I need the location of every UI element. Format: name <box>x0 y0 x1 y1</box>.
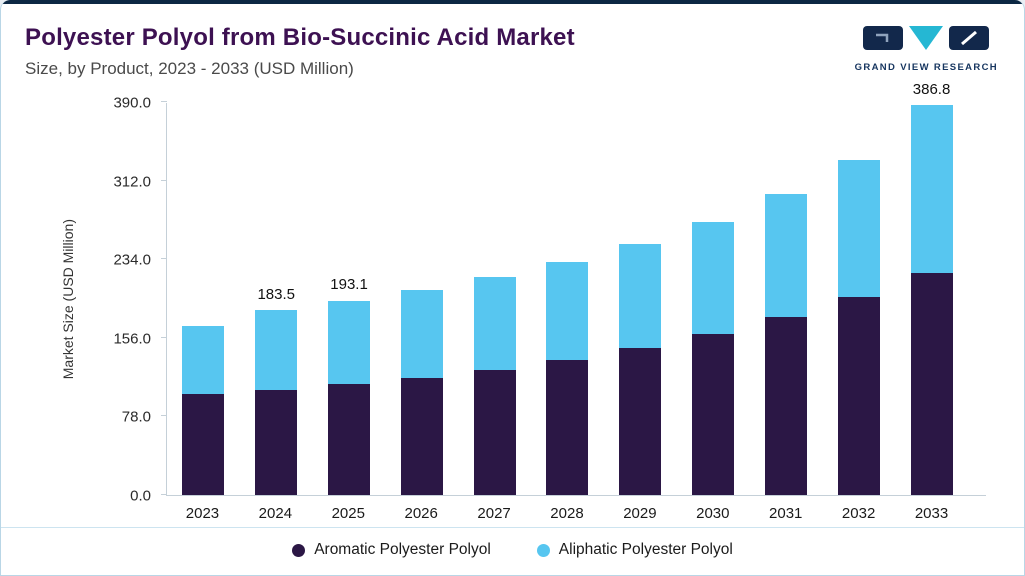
y-tick-label: 78.0 <box>121 408 151 426</box>
x-tick-label-2025: 2025 <box>331 505 365 522</box>
bar-slot-2031 <box>750 103 823 495</box>
stacked-bar-2028 <box>546 262 589 495</box>
bar-segment-aliphatic-2029 <box>619 244 662 348</box>
bar-segment-aliphatic-2025 <box>328 300 371 385</box>
stacked-bar-2031 <box>764 193 807 495</box>
chart-legend: Aromatic Polyester Polyol Aliphatic Polye… <box>1 533 1024 567</box>
bar-segment-aliphatic-2023 <box>182 325 225 395</box>
bar-segment-aliphatic-2027 <box>473 277 516 370</box>
legend-item: Aliphatic Polyester Polyol <box>536 541 733 559</box>
x-tick-label-2031: 2031 <box>769 505 803 522</box>
bar-segment-aromatic-2026 <box>400 378 443 495</box>
bar-segment-aliphatic-2028 <box>546 262 589 360</box>
bar-segment-aromatic-2030 <box>692 333 735 495</box>
plot-area: 183.5 193.1 386.8 <box>161 81 986 496</box>
bar-slot-2027 <box>458 103 531 495</box>
y-axis: 0.0 78.0 156.0 234.0 312.0 390.0 <box>61 95 161 505</box>
stacked-bar-2030 <box>692 221 735 495</box>
y-tick-mark <box>161 415 167 417</box>
bar-slot-2032 <box>822 103 895 495</box>
y-tick-label: 156.0 <box>113 330 151 348</box>
legend-label: Aliphatic Polyester Polyol <box>558 541 733 558</box>
y-tick-mark <box>161 258 167 260</box>
bar-segment-aromatic-2028 <box>546 360 589 495</box>
stacked-bar-2026 <box>400 290 443 495</box>
y-tick-mark <box>161 494 167 495</box>
x-tick-label-2030: 2030 <box>696 505 730 522</box>
bar-segment-aliphatic-2032 <box>837 159 880 297</box>
y-tick-mark <box>161 336 167 338</box>
bar-segment-aromatic-2029 <box>619 347 662 495</box>
page-subtitle: Size, by Product, 2023 - 2033 (USD Milli… <box>25 59 354 78</box>
bar-segment-aliphatic-2024 <box>255 310 298 391</box>
bar-segment-aromatic-2031 <box>764 316 807 495</box>
bar-slot-2025: 193.1 <box>313 103 386 495</box>
y-tick-mark <box>161 179 167 181</box>
x-tick-label-2033: 2033 <box>914 505 949 522</box>
legend-swatch-icon <box>536 543 550 557</box>
stacked-bar-2027 <box>473 277 516 495</box>
bar-slot-2030 <box>677 103 750 495</box>
stacked-bar-2032 <box>837 159 880 495</box>
stacked-bar-2033 <box>910 105 953 495</box>
bar-segment-aromatic-2033 <box>910 273 953 495</box>
bar-slot-2026 <box>385 103 458 495</box>
stacked-bar-2024 <box>255 310 298 495</box>
y-tick-mark <box>161 101 167 102</box>
legend-separator <box>1 527 1024 528</box>
data-label-2024: 183.5 <box>257 286 295 304</box>
legend-swatch-icon <box>292 543 306 557</box>
bar-segment-aromatic-2032 <box>837 296 880 495</box>
data-label-2033: 386.8 <box>912 81 951 99</box>
card-top-accent <box>1 0 1024 4</box>
bar-segment-aromatic-2027 <box>473 370 516 495</box>
y-tick-label: 234.0 <box>113 251 151 269</box>
bar-segment-aliphatic-2030 <box>692 221 735 334</box>
bar-segment-aliphatic-2031 <box>764 193 807 317</box>
x-tick-label-2028: 2028 <box>550 505 584 522</box>
stacked-bar-2029 <box>619 244 662 495</box>
bar-segment-aliphatic-2026 <box>400 290 443 379</box>
x-tick-label-2029: 2029 <box>623 505 657 522</box>
legend-label: Aromatic Polyester Polyol <box>314 541 491 558</box>
brand-name: GRAND VIEW RESEARCH <box>854 62 998 73</box>
y-tick-label: 312.0 <box>113 173 151 191</box>
y-tick-label: 0.0 <box>130 487 151 505</box>
logo-square-right-icon <box>949 26 990 55</box>
bar-segment-aliphatic-2033 <box>910 105 953 274</box>
brand-logo-marks <box>863 26 990 55</box>
data-label-2025: 193.1 <box>330 276 368 294</box>
stacked-bar-2023 <box>182 325 225 495</box>
logo-square-left-icon <box>863 26 904 55</box>
bar-slot-2024: 183.5 <box>240 103 313 495</box>
page-title: Polyester Polyol from Bio-Succinic Acid … <box>25 24 575 51</box>
x-tick-label-2026: 2026 <box>404 505 438 522</box>
bar-segment-aromatic-2023 <box>182 394 225 495</box>
x-tick-label-2024: 2024 <box>258 505 293 522</box>
stacked-bar-2025 <box>328 300 371 495</box>
bar-slot-2023 <box>167 103 240 495</box>
bar-slot-2029 <box>604 103 677 495</box>
bar-slot-2028 <box>531 103 604 495</box>
x-tick-label-2032: 2032 <box>841 505 876 522</box>
bar-slot-2033: 386.8 <box>895 81 968 495</box>
logo-triangle-icon <box>909 26 944 55</box>
bar-segment-aromatic-2025 <box>328 384 371 495</box>
y-tick-label: 390.0 <box>113 94 151 112</box>
x-axis: 2023 2024 2025 2026 2027 2028 2029 2030 2031 2032… <box>166 505 986 522</box>
brand-logo: GRAND VIEW RESEARCH <box>855 26 998 73</box>
x-tick-label-2027: 2027 <box>477 505 511 522</box>
legend-item: Aromatic Polyester Polyol <box>292 541 491 559</box>
x-tick-label-2023: 2023 <box>185 505 220 522</box>
chart-header: Polyester Polyol from Bio-Succinic Acid … <box>25 24 575 79</box>
bar-segment-aromatic-2024 <box>255 390 298 495</box>
